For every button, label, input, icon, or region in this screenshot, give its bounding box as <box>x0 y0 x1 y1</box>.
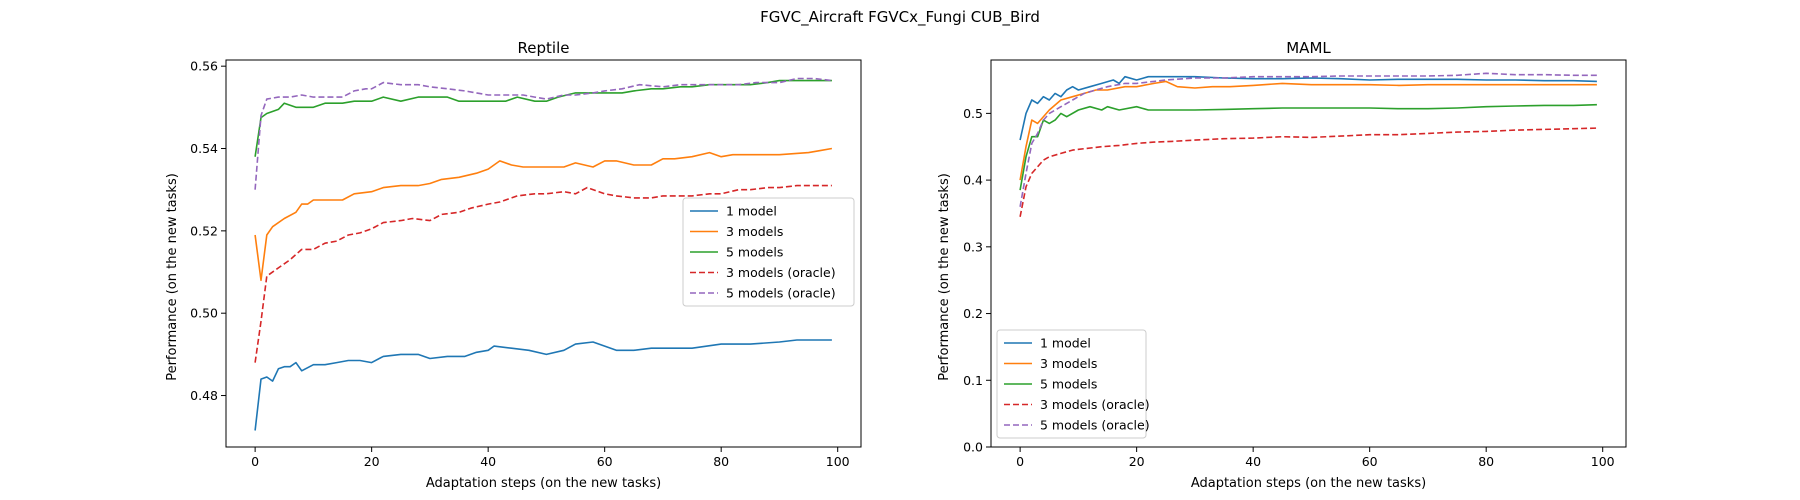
reptile-series <box>254 77 833 431</box>
maml-ytick-label: 0.2 <box>963 306 983 321</box>
reptile-ylabel: Performance (on the new tasks) <box>165 173 180 381</box>
maml-series-3-models-oracle <box>1019 127 1597 217</box>
maml-ytick-label: 0.4 <box>963 173 983 188</box>
reptile-series-1-model <box>254 339 832 431</box>
maml-legend-label: 1 model <box>1040 336 1091 351</box>
maml-xtick-label: 80 <box>1478 454 1494 469</box>
maml-legend-label: 5 models (oracle) <box>1040 418 1150 433</box>
maml-plot-frame <box>990 59 1627 448</box>
reptile-legend-box <box>682 197 855 307</box>
reptile-xlabel: Adaptation steps (on the new tasks) <box>426 476 661 491</box>
reptile-legend-label: 3 models <box>726 224 783 239</box>
maml-panel: MAML Adaptation steps (on the new tasks)… <box>937 39 1627 491</box>
maml-legend: 1 model 3 models 5 models 3 models (oracle)… <box>996 329 1150 439</box>
maml-ytick-label: 0.5 <box>963 106 983 121</box>
maml-ytick-label: 0.0 <box>963 440 983 455</box>
maml-series-5-models-oracle <box>1019 72 1597 207</box>
maml-legend-label: 3 models (oracle) <box>1040 397 1150 412</box>
maml-legend-label: 3 models <box>1040 356 1097 371</box>
maml-ytick-label: 0.1 <box>963 373 983 388</box>
reptile-title: Reptile <box>518 39 570 57</box>
maml-series-5-models <box>1019 103 1597 191</box>
reptile-ytick-label: 0.50 <box>190 306 218 321</box>
maml-ticks: 0 20 40 60 80 100 0.0 0.1 0.2 0.3 0.4 0.5 <box>963 106 1615 469</box>
maml-legend-box <box>996 329 1147 439</box>
reptile-ytick-label: 0.54 <box>190 141 218 156</box>
maml-xtick-label: 60 <box>1362 454 1378 469</box>
maml-series <box>1019 72 1597 217</box>
reptile-xtick-label: 100 <box>826 454 850 469</box>
maml-ytick-label: 0.3 <box>963 239 983 254</box>
reptile-legend-label: 5 models <box>726 245 783 260</box>
figure-suptitle: FGVC_Aircraft FGVCx_Fungi CUB_Bird <box>760 8 1040 27</box>
maml-series-1-model <box>1019 75 1597 141</box>
reptile-ticks: 0 20 40 60 80 100 0.48 0.50 0.52 0.54 0.56 <box>190 59 850 469</box>
reptile-ytick-label: 0.56 <box>190 59 218 74</box>
reptile-panel: Reptile Adaptation steps (on the new tas… <box>165 39 862 491</box>
reptile-xtick-label: 0 <box>251 454 259 469</box>
reptile-legend: 1 model 3 models 5 models 3 models (oracle)… <box>682 197 855 307</box>
reptile-legend-label: 5 models (oracle) <box>726 286 836 301</box>
maml-xtick-label: 100 <box>1591 454 1615 469</box>
reptile-xtick-label: 80 <box>713 454 729 469</box>
reptile-xtick-label: 20 <box>364 454 380 469</box>
maml-xtick-label: 20 <box>1129 454 1145 469</box>
maml-xtick-label: 0 <box>1016 454 1024 469</box>
maml-series-3-models <box>1019 80 1597 181</box>
reptile-ytick-label: 0.48 <box>190 388 218 403</box>
maml-ylabel: Performance (on the new tasks) <box>937 173 952 381</box>
maml-xtick-label: 40 <box>1245 454 1261 469</box>
reptile-series-3-models <box>254 147 833 282</box>
reptile-series-5-models-oracle <box>254 77 832 190</box>
reptile-series-3-models-oracle <box>254 184 832 363</box>
reptile-series-5-models <box>254 79 832 157</box>
maml-legend-label: 5 models <box>1040 377 1097 392</box>
reptile-legend-label: 1 model <box>726 204 777 219</box>
reptile-legend-label: 3 models (oracle) <box>726 265 836 280</box>
maml-title: MAML <box>1286 39 1331 57</box>
reptile-plot-frame <box>225 59 862 448</box>
reptile-ytick-label: 0.52 <box>190 223 218 238</box>
reptile-xtick-label: 60 <box>597 454 613 469</box>
reptile-xtick-label: 40 <box>480 454 496 469</box>
maml-xlabel: Adaptation steps (on the new tasks) <box>1191 476 1426 491</box>
